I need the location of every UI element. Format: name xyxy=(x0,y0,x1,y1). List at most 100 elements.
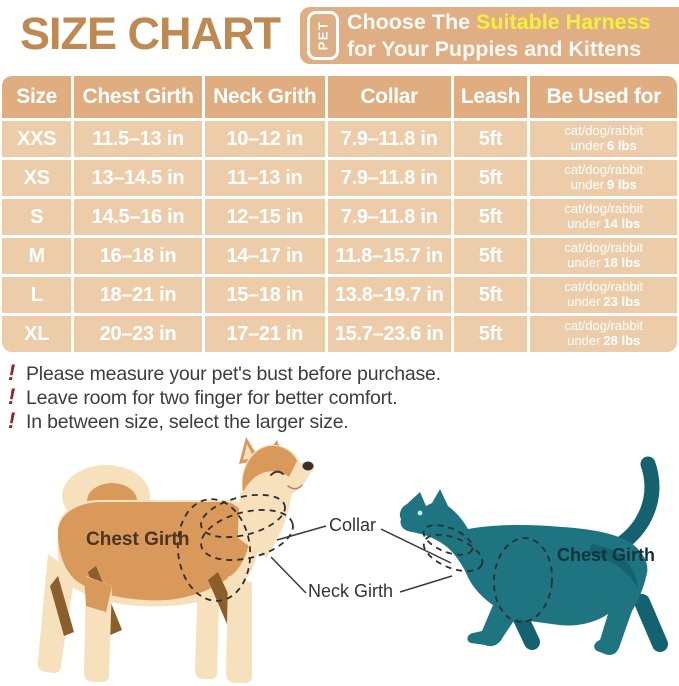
collar-line-to-dog xyxy=(276,525,327,541)
measurement-marks xyxy=(176,493,553,623)
dog-near-front-leg xyxy=(226,576,253,683)
cell-chest-girth: 11.5–13 in xyxy=(74,121,202,157)
header-cell-chest-girth: Chest Girth xyxy=(74,76,202,118)
cell-collar: 11.8–15.7 in xyxy=(327,238,451,274)
used-for-animals: cat/dog/rabbit xyxy=(564,318,644,334)
dog-neck-girth-mark xyxy=(200,509,294,561)
cell-collar: 7.9–11.8 in xyxy=(327,199,451,235)
cell-leash: 5ft xyxy=(453,316,528,352)
notes-list: ! Please measure your pet's bust before … xyxy=(8,360,679,433)
cell-size: XXS xyxy=(2,121,72,157)
banner-line1-white: Choose The xyxy=(347,10,477,35)
used-for-animals: cat/dog/rabbit xyxy=(564,279,644,295)
used-for-weight: 9 lbs xyxy=(607,177,637,192)
header-cell-size: Size xyxy=(2,76,72,118)
cat-tail xyxy=(610,456,660,554)
used-for-under: under xyxy=(570,177,605,192)
cat-body xyxy=(399,489,648,655)
cell-neck-girth: 14–17 in xyxy=(204,238,325,274)
cell-chest-girth: 20–23 in xyxy=(74,316,202,352)
cell-collar: 13.8–19.7 in xyxy=(327,277,451,313)
used-for-under: under xyxy=(567,216,601,231)
pet-badge-text: PET xyxy=(315,20,331,51)
cell-collar: 7.9–11.8 in xyxy=(327,121,451,157)
banner-text: Choose The Suitable Harness for Your Pup… xyxy=(347,9,650,61)
banner-line1: Choose The Suitable Harness xyxy=(347,9,650,35)
used-for-weight: 28 lbs xyxy=(603,333,641,348)
cell-leash: 5ft xyxy=(453,121,528,157)
dog-collar-mark xyxy=(200,493,286,539)
cell-neck-girth: 11–13 in xyxy=(204,160,325,196)
measurement-diagram: Chest Girth Collar Neck Girth Chest Girt… xyxy=(0,434,679,686)
note-item: ! In between size, select the larger siz… xyxy=(8,408,679,433)
cell-size: L xyxy=(2,277,72,313)
header-cell-leash: Leash xyxy=(453,76,528,118)
cat-far-hind-leg xyxy=(634,594,668,652)
cat-illustration xyxy=(399,456,668,655)
exclamation-icon: ! xyxy=(8,384,16,409)
cell-chest-girth: 16–18 in xyxy=(74,238,202,274)
size-chart-table: Size Chest Girth Neck Grith Collar Leash… xyxy=(2,76,677,352)
cell-be-used-for: cat/dog/rabbit under 14 lbs xyxy=(530,199,677,235)
dog-chest-girth-label: Chest Girth xyxy=(86,529,190,550)
header-cell-neck-girth: Neck Grith xyxy=(204,76,325,118)
cell-neck-girth: 17–21 in xyxy=(204,316,325,352)
cell-size: XL xyxy=(2,316,72,352)
cell-size: XS xyxy=(2,160,72,196)
banner-line2: for Your Puppies and Kittens xyxy=(347,36,642,61)
dog-nose-icon xyxy=(302,461,314,471)
neck-girth-label: Neck Girth xyxy=(308,581,394,601)
collar-label: Collar xyxy=(329,515,377,535)
neck-girth-line-to-dog xyxy=(270,556,307,594)
note-text: Please measure your pet's bust before pu… xyxy=(26,363,441,385)
cell-leash: 5ft xyxy=(453,238,528,274)
cell-collar: 7.9–11.8 in xyxy=(327,160,451,196)
cell-neck-girth: 15–18 in xyxy=(204,277,325,313)
cell-chest-girth: 18–21 in xyxy=(74,277,202,313)
cat-haunch-shade xyxy=(588,544,638,588)
exclamation-icon: ! xyxy=(8,360,16,385)
cell-size: M xyxy=(2,238,72,274)
cell-neck-girth: 12–15 in xyxy=(204,199,325,235)
callout-lines xyxy=(270,525,453,594)
dog-head-cap xyxy=(242,445,297,491)
used-for-weight: 23 lbs xyxy=(603,294,641,309)
cell-be-used-for: cat/dog/rabbit under 9 lbs xyxy=(530,160,677,196)
used-for-animals: cat/dog/rabbit xyxy=(564,240,644,256)
cell-leash: 5ft xyxy=(453,277,528,313)
note-text: In between size, select the larger size. xyxy=(26,411,349,433)
dog-eye-icon xyxy=(270,470,284,476)
pet-badge-icon: PET xyxy=(307,11,339,60)
used-for-animals: cat/dog/rabbit xyxy=(564,123,644,139)
exclamation-icon: ! xyxy=(8,408,16,433)
dog-neck xyxy=(238,492,292,558)
note-item: ! Please measure your pet's bust before … xyxy=(8,360,679,385)
cell-leash: 5ft xyxy=(453,160,528,196)
cat-eye-icon xyxy=(417,510,423,516)
dog-chest-girth-mark xyxy=(176,498,252,602)
note-text: Leave room for two finger for better com… xyxy=(26,387,398,409)
header-cell-collar: Collar xyxy=(327,76,451,118)
cat-neck-girth-mark xyxy=(422,533,484,573)
cell-neck-girth: 10–12 in xyxy=(204,121,325,157)
cat-chest-girth-mark xyxy=(493,537,553,623)
used-for-animals: cat/dog/rabbit xyxy=(564,162,644,178)
used-for-weight: 14 lbs xyxy=(603,216,641,231)
dog-mouth xyxy=(287,484,303,490)
used-for-under: under xyxy=(567,294,601,309)
cell-size: S xyxy=(2,199,72,235)
cell-be-used-for: cat/dog/rabbit under 23 lbs xyxy=(530,277,677,313)
cell-be-used-for: cat/dog/rabbit under 18 lbs xyxy=(530,238,677,274)
neck-girth-line-to-cat xyxy=(399,575,453,593)
cell-collar: 15.7–23.6 in xyxy=(327,316,451,352)
cat-chest-girth-label: Chest Girth xyxy=(557,545,656,565)
header-cell-be-used-for: Be Used for xyxy=(530,76,677,118)
page-header: SIZE CHART PET Choose The Suitable Harne… xyxy=(0,4,679,70)
cat-collar-mark xyxy=(422,524,474,556)
cell-chest-girth: 13–14.5 in xyxy=(74,160,202,196)
dog-far-hind-leg xyxy=(37,554,75,673)
dog-thigh-shadow xyxy=(50,576,74,636)
used-for-weight: 6 lbs xyxy=(607,138,637,153)
dog-far-front-leg xyxy=(195,576,220,679)
header-banner: PET Choose The Suitable Harness for Your… xyxy=(300,7,679,64)
